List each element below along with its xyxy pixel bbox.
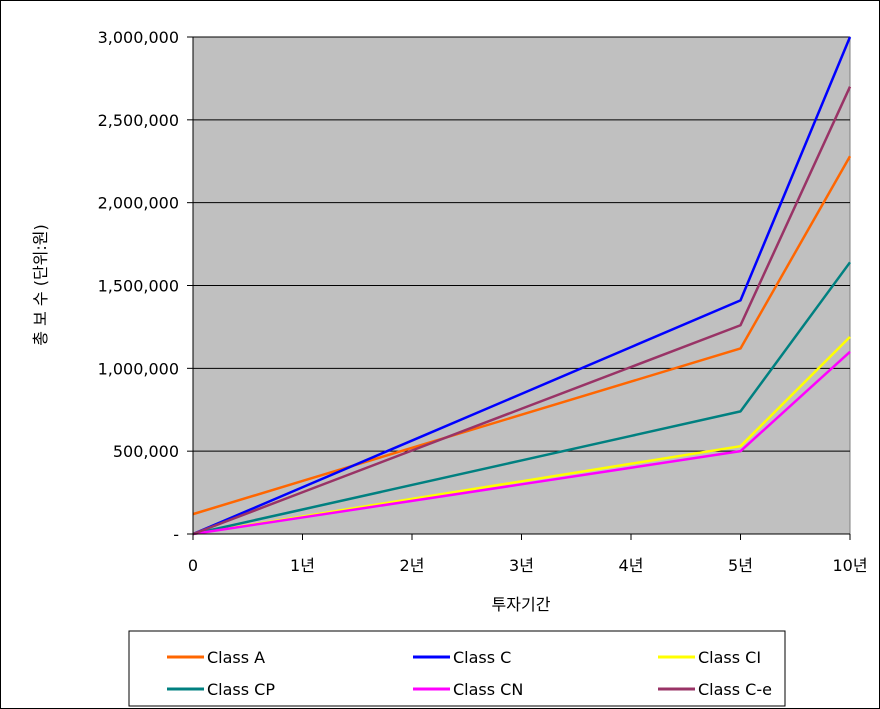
x-tick-label: 5년 bbox=[728, 556, 753, 575]
y-tick-label: 2,500,000 bbox=[98, 111, 179, 130]
y-axis-ticks: - 500,000 1,000,000 1,500,000 2,000,000 2,500… bbox=[98, 28, 193, 544]
legend-label: Class CN bbox=[453, 680, 523, 699]
x-axis-ticks: 0 1년 2년 3년 4년 5년 10년 bbox=[188, 534, 868, 575]
x-axis-title: 투자기간 bbox=[492, 595, 551, 614]
y-tick-label: 1,500,000 bbox=[98, 277, 179, 296]
series-lines bbox=[192, 36, 852, 536]
x-tick-label: 0 bbox=[188, 556, 198, 575]
legend-label: Class CP bbox=[207, 680, 275, 699]
y-tick-label: 2,000,000 bbox=[98, 194, 179, 213]
x-tick-label: 4년 bbox=[619, 556, 644, 575]
series-line bbox=[192, 155, 852, 516]
x-tick-label: 1년 bbox=[290, 556, 315, 575]
legend: Class A Class C Class CI Class CP Class CN Cl… bbox=[128, 630, 786, 707]
series-line bbox=[192, 36, 852, 536]
y-tick-label: 3,000,000 bbox=[98, 28, 179, 47]
x-tick-label: 3년 bbox=[509, 556, 534, 575]
legend-box bbox=[128, 630, 786, 707]
series-line bbox=[192, 86, 852, 536]
series-line bbox=[192, 350, 851, 536]
series-line bbox=[192, 261, 852, 536]
legend-items: Class A Class C Class CI Class CP Class CN Cl… bbox=[167, 648, 772, 699]
legend-label: Class C bbox=[453, 648, 511, 667]
y-tick-label: - bbox=[173, 525, 179, 544]
x-tick-label: 2년 bbox=[400, 556, 425, 575]
x-tick-label: 10년 bbox=[832, 556, 867, 575]
legend-label: Class A bbox=[207, 648, 265, 667]
y-tick-label: 500,000 bbox=[113, 442, 179, 461]
legend-label: Class C-e bbox=[698, 680, 772, 699]
y-axis-title: 총 보 수 (단위:원) bbox=[31, 224, 50, 345]
y-tick-label: 1,000,000 bbox=[98, 359, 179, 378]
legend-label: Class CI bbox=[698, 648, 761, 667]
